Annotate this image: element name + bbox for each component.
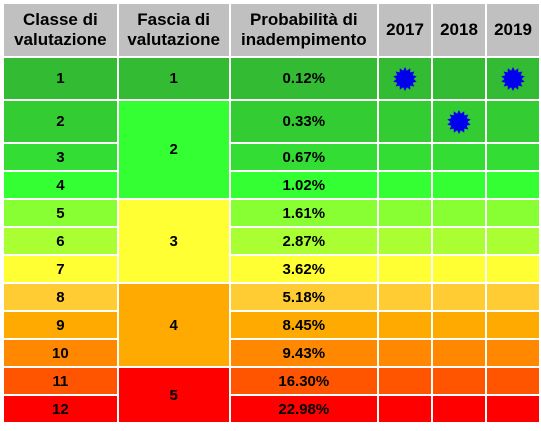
blue-starburst-icon [433,109,485,135]
cell-probabilita: 8.45% [230,312,378,338]
cell-year-2017 [379,256,432,282]
cell-year-2017 [379,172,432,198]
cell-classe: 5 [4,200,117,226]
cell-probabilita: 2.87% [230,228,378,254]
table-row: 11 5 16.30% [4,368,539,422]
cell-year-2017 [379,200,432,226]
cell-classe: 11 [4,368,117,394]
cell-year-2018 [433,340,485,366]
cell-fascia: 5 [118,368,229,422]
cell-year-2017 [379,312,432,338]
cell-classe: 4 [4,172,117,198]
table-row: 10 9.43% [4,340,539,366]
cell-probabilita: 0.67% [230,144,378,170]
cell-probabilita: 5.18% [230,284,378,310]
cell-probabilita: 9.43% [230,340,378,366]
header-row: Classe di valutazione Fascia di valutazi… [4,4,539,56]
table-row: 4 1.02% [4,172,539,198]
cell-classe: 12 [4,396,117,422]
cell-year-2019 [486,368,539,394]
cell-classe: 1 [4,58,117,99]
table-row: 2 2 0.33% [4,101,539,198]
cell-year-2019 [486,284,539,310]
header-year-2017: 2017 [379,4,432,56]
header-probabilita: Probabilità di inadempimento [230,4,378,56]
cell-probabilita: 22.98% [230,396,378,422]
header-year-2018: 2018 [433,4,485,56]
table-row: 8 4 5.18% [4,284,539,366]
cell-year-2018 [433,256,485,282]
cell-classe: 9 [4,312,117,338]
cell-year-2019 [486,340,539,366]
table-row: 12 22.98% [4,396,539,422]
table-row: 7 3.62% [4,256,539,282]
cell-classe: 7 [4,256,117,282]
cell-year-2019 [486,396,539,422]
cell-year-2017 [379,144,432,170]
cell-classe: 8 [4,284,117,310]
cell-classe: 2 [4,101,117,142]
cell-year-2018 [433,396,485,422]
cell-year-2017 [379,101,432,142]
cell-classe: 10 [4,340,117,366]
cell-year-2019 [486,101,539,142]
cell-classe: 6 [4,228,117,254]
cell-year-2018 [433,200,485,226]
cell-year-2017 [379,58,432,99]
table-row: 5 3 1.61% [4,200,539,282]
cell-year-2018 [433,228,485,254]
blue-starburst-icon [379,66,431,92]
cell-year-2019 [486,312,539,338]
cell-probabilita: 16.30% [230,368,378,394]
cell-year-2018 [433,284,485,310]
cell-year-2017 [379,340,432,366]
cell-year-2019 [486,172,539,198]
cell-year-2019 [486,256,539,282]
cell-year-2019 [486,200,539,226]
cell-year-2018 [433,58,485,99]
cell-year-2018 [433,144,485,170]
cell-probabilita: 0.33% [230,101,378,142]
cell-year-2017 [379,228,432,254]
cell-year-2019 [486,228,539,254]
cell-fascia: 3 [118,200,229,282]
cell-year-2018 [433,101,485,142]
cell-year-2018 [433,172,485,198]
cell-year-2017 [379,284,432,310]
header-classe: Classe di valutazione [4,4,117,56]
table-row: 3 0.67% [4,144,539,170]
header-year-2019: 2019 [486,4,539,56]
cell-classe: 3 [4,144,117,170]
blue-starburst-icon [487,66,539,92]
cell-fascia: 1 [118,58,229,99]
cell-fascia: 4 [118,284,229,366]
cell-probabilita: 1.02% [230,172,378,198]
cell-year-2019 [486,144,539,170]
cell-year-2019 [486,58,539,99]
cell-probabilita: 0.12% [230,58,378,99]
cell-year-2017 [379,368,432,394]
credit-rating-table: Classe di valutazione Fascia di valutazi… [2,2,541,424]
table-row: 6 2.87% [4,228,539,254]
cell-year-2018 [433,312,485,338]
table-body: 1 1 0.12% 2 2 0.33% 3 0.67% 4 1.02% 5 3 1.61% 6 2.87% 7… [4,58,539,422]
table-row: 1 1 0.12% [4,58,539,99]
header-fascia: Fascia di valutazione [118,4,229,56]
cell-probabilita: 1.61% [230,200,378,226]
cell-fascia: 2 [118,101,229,198]
table-row: 9 8.45% [4,312,539,338]
cell-probabilita: 3.62% [230,256,378,282]
cell-year-2017 [379,396,432,422]
cell-year-2018 [433,368,485,394]
